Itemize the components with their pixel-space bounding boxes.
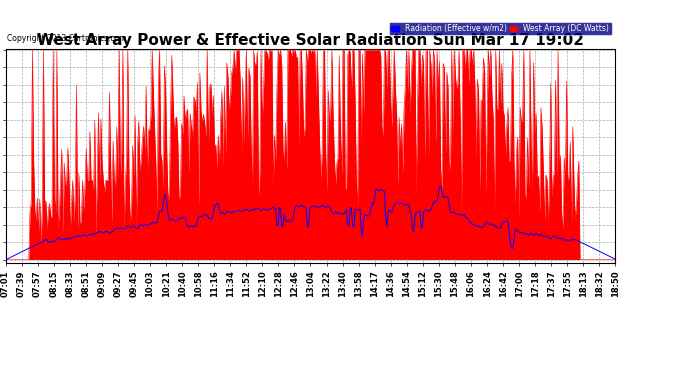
Title: West Array Power & Effective Solar Radiation Sun Mar 17 19:02: West Array Power & Effective Solar Radia… [37, 33, 584, 48]
Legend: Radiation (Effective w/m2), West Array (DC Watts): Radiation (Effective w/m2), West Array (… [388, 22, 611, 35]
Text: Copyright 2013 Cartronics.com: Copyright 2013 Cartronics.com [7, 34, 126, 43]
